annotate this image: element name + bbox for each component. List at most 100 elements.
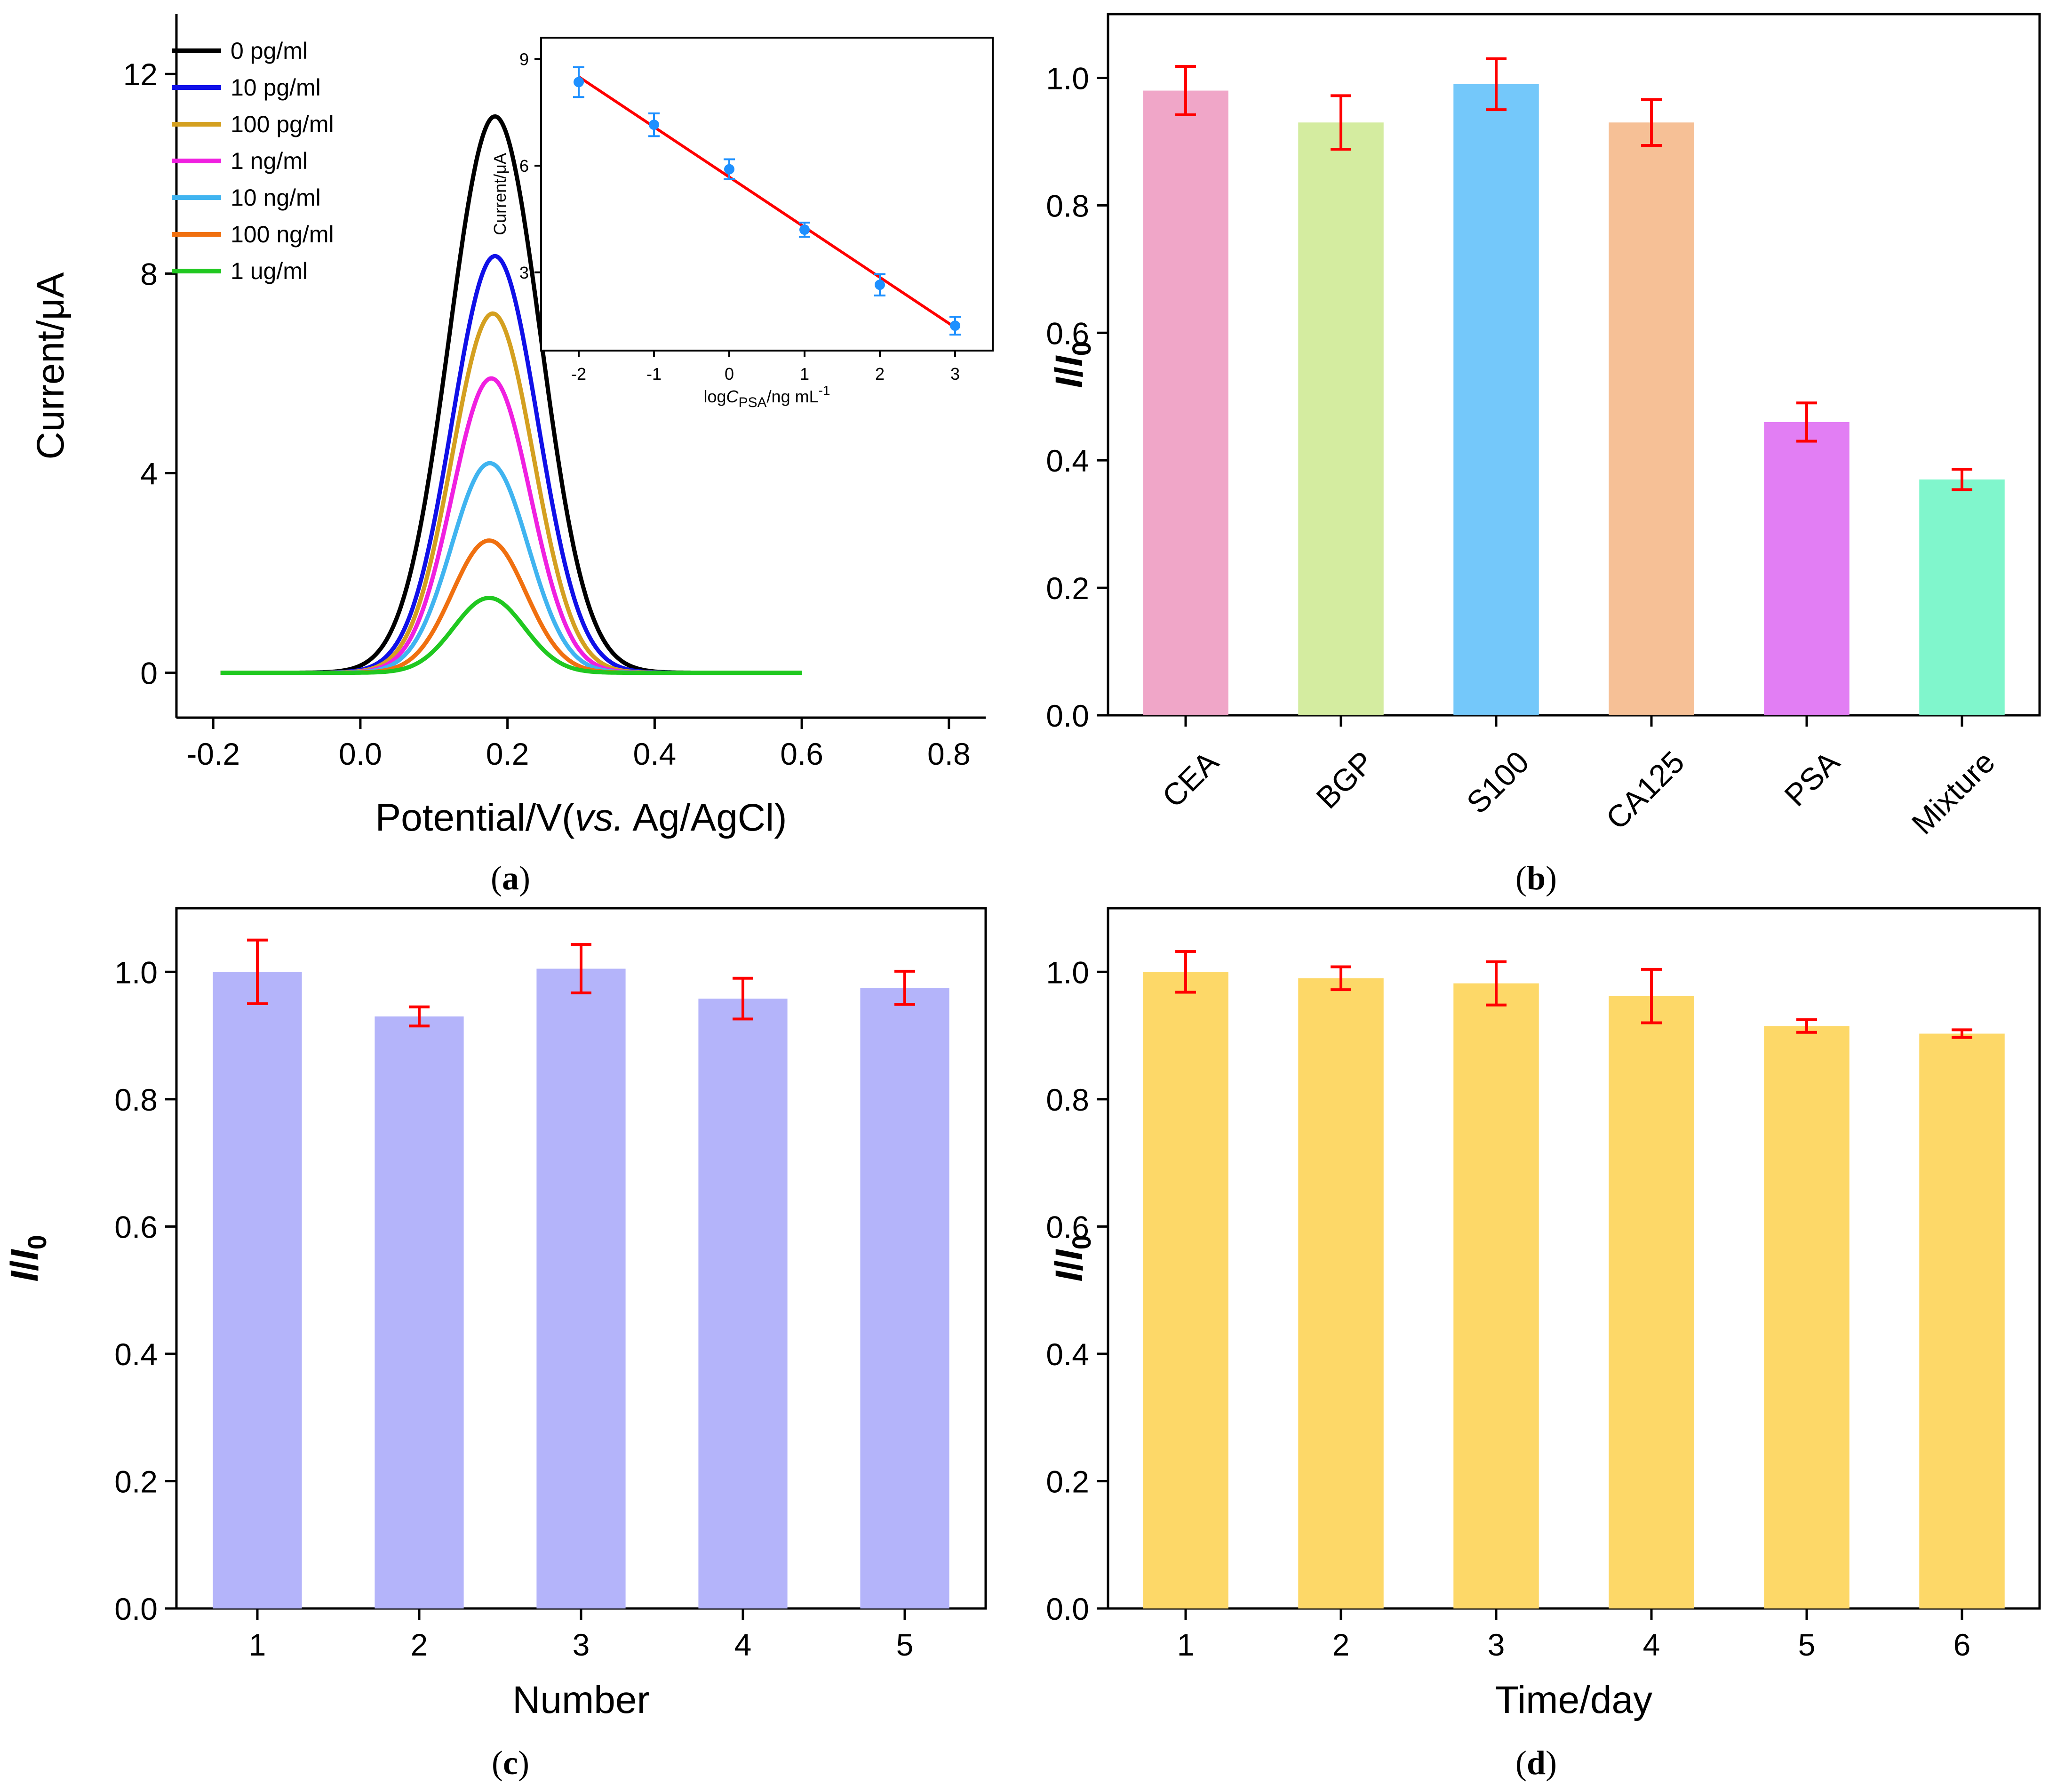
x-tick-label-a: 0.6 — [780, 736, 823, 771]
x-tick-label-c: 5 — [896, 1627, 914, 1662]
bar-b-CA125 — [1609, 122, 1694, 716]
inset-y-tick-label: 6 — [519, 156, 529, 176]
inset-y-axis-label: Current/μA — [490, 153, 510, 235]
x-tick-label-d: 1 — [1177, 1627, 1195, 1662]
legend-label-2: 100 pg/ml — [231, 111, 334, 137]
y-tick-label-b: 0.2 — [1046, 571, 1089, 606]
inset-x-tick-label: -1 — [646, 364, 662, 384]
panel-c: 0.0 0.2 0.4 0.6 0.8 1.0 1 2 3 4 5 I/I0 Number (c) — [3, 907, 987, 1782]
panel-label-d: (d) — [1515, 1744, 1557, 1782]
bar-c-2 — [375, 1016, 464, 1608]
x-axis-label-d: Time/day — [1495, 1679, 1652, 1721]
x-tick-label-d: 3 — [1488, 1627, 1505, 1662]
y-axis-label-b: I/I0 — [1048, 341, 1096, 388]
y-axis-label-d: I/I0 — [1048, 1235, 1096, 1282]
x-tick-label-d: 5 — [1798, 1627, 1816, 1662]
bar-d-5 — [1764, 1026, 1850, 1608]
bar-b-S100 — [1453, 84, 1539, 715]
y-axis-label-c: I/I0 — [3, 1235, 52, 1282]
y-tick-label-d: 0.4 — [1046, 1337, 1089, 1372]
bar-d-3 — [1453, 983, 1539, 1608]
y-tick-label-b: 1.0 — [1046, 61, 1089, 96]
y-tick-label-b: 0.4 — [1046, 443, 1089, 478]
inset-x-tick-label: 1 — [800, 364, 809, 384]
legend-label-4: 10 ng/ml — [231, 184, 321, 211]
x-tick-label-a: 0.4 — [633, 736, 676, 771]
bar-b-Mixture — [1919, 479, 2005, 715]
error-bar-b — [1175, 65, 1196, 117]
x-tick-label-b: Mixture — [1905, 744, 2001, 841]
error-bar-d — [1175, 950, 1196, 994]
inset-frame — [540, 37, 994, 352]
inset-x-tick-label: -2 — [571, 364, 586, 384]
inset-plot: 3 6 9 -2 -1 0 1 2 3 Current/μA logCPSA/ng mL-1 — [490, 37, 994, 410]
bar-c-5 — [860, 988, 949, 1608]
curve-5 — [220, 538, 802, 675]
x-tick-label-c: 4 — [734, 1627, 752, 1662]
error-bar-c — [409, 1005, 430, 1028]
bar-c-1 — [213, 972, 302, 1608]
y-tick-label-d: 1.0 — [1046, 955, 1089, 990]
x-tick-label-b: S100 — [1460, 744, 1536, 820]
x-tick-label-a: -0.2 — [186, 736, 240, 771]
y-tick-label-c: 0.6 — [114, 1209, 158, 1244]
legend-label-5: 100 ng/ml — [231, 221, 334, 248]
error-bar-b — [1641, 98, 1662, 147]
y-tick-label-c: 0.8 — [114, 1082, 158, 1117]
y-tick-label-d: 0.6 — [1046, 1209, 1089, 1244]
y-tick-label-a: 8 — [140, 256, 158, 291]
x-tick-label-d: 6 — [1953, 1627, 1971, 1662]
inset-point — [875, 280, 885, 290]
x-tick-label-d: 4 — [1643, 1627, 1660, 1662]
curve-4 — [220, 461, 802, 675]
x-tick-label-b: CEA — [1156, 744, 1225, 814]
inset-x-axis-label: logCPSA/ng mL-1 — [703, 383, 830, 410]
plot-frame-d — [1107, 907, 2041, 1610]
bar-d-2 — [1298, 978, 1384, 1608]
bar-d-6 — [1919, 1033, 2005, 1608]
inset-point — [799, 224, 810, 235]
error-bar-b — [1952, 468, 1972, 491]
inset-point — [649, 120, 659, 130]
x-tick-label-d: 2 — [1332, 1627, 1350, 1662]
panel-b: 0.0 0.2 0.4 0.6 0.8 1.0 CEA BGP S100 CA125 PSA Mixt… — [1046, 13, 2041, 897]
x-tick-label-c: 3 — [573, 1627, 590, 1662]
panel-d: 0.0 0.2 0.4 0.6 0.8 1.0 1 2 3 4 5 6 I/I0 Time/day (d) — [1046, 907, 2041, 1782]
y-tick-label-c: 0.2 — [114, 1464, 158, 1499]
inset-y-tick-label: 3 — [519, 263, 529, 282]
panel-label-a: (a) — [491, 859, 530, 897]
bar-b-PSA — [1764, 422, 1850, 715]
x-tick-label-a: 0.8 — [927, 736, 971, 771]
y-tick-label-d: 0.2 — [1046, 1464, 1089, 1499]
inset-point — [574, 77, 584, 88]
curve-3 — [220, 376, 802, 675]
inset-y-tick-label: 9 — [519, 49, 529, 69]
y-tick-label-c: 1.0 — [114, 955, 158, 990]
inset-point — [724, 164, 734, 175]
x-axis-label-c: Number — [512, 1679, 650, 1721]
panel-label-c: (c) — [492, 1744, 529, 1782]
inset-point — [950, 320, 960, 331]
y-tick-label-b: 0.0 — [1046, 698, 1089, 733]
x-tick-label-c: 1 — [249, 1627, 266, 1662]
bar-c-3 — [536, 968, 626, 1608]
inset-x-tick-label: 0 — [725, 364, 734, 384]
bar-b-CEA — [1143, 90, 1228, 716]
error-bar-b — [1486, 57, 1507, 112]
y-tick-label-c: 0.4 — [114, 1337, 158, 1372]
bar-b-BGP — [1298, 122, 1384, 716]
error-bar-d — [1952, 1028, 1972, 1039]
x-tick-label-b: PSA — [1778, 744, 1846, 813]
error-bar-d — [1331, 965, 1351, 992]
error-bar-b — [1331, 94, 1351, 151]
legend-label-3: 1 ng/ml — [231, 148, 308, 174]
y-tick-label-c: 0.0 — [114, 1592, 158, 1626]
legend-label-6: 1 ug/ml — [231, 258, 308, 284]
error-bar-b — [1796, 401, 1817, 443]
panel-label-b: (b) — [1515, 859, 1557, 897]
y-tick-label-b: 0.8 — [1046, 188, 1089, 223]
inset-x-tick-label: 2 — [875, 364, 885, 384]
y-axis-label-a: Current/μA — [29, 272, 72, 459]
